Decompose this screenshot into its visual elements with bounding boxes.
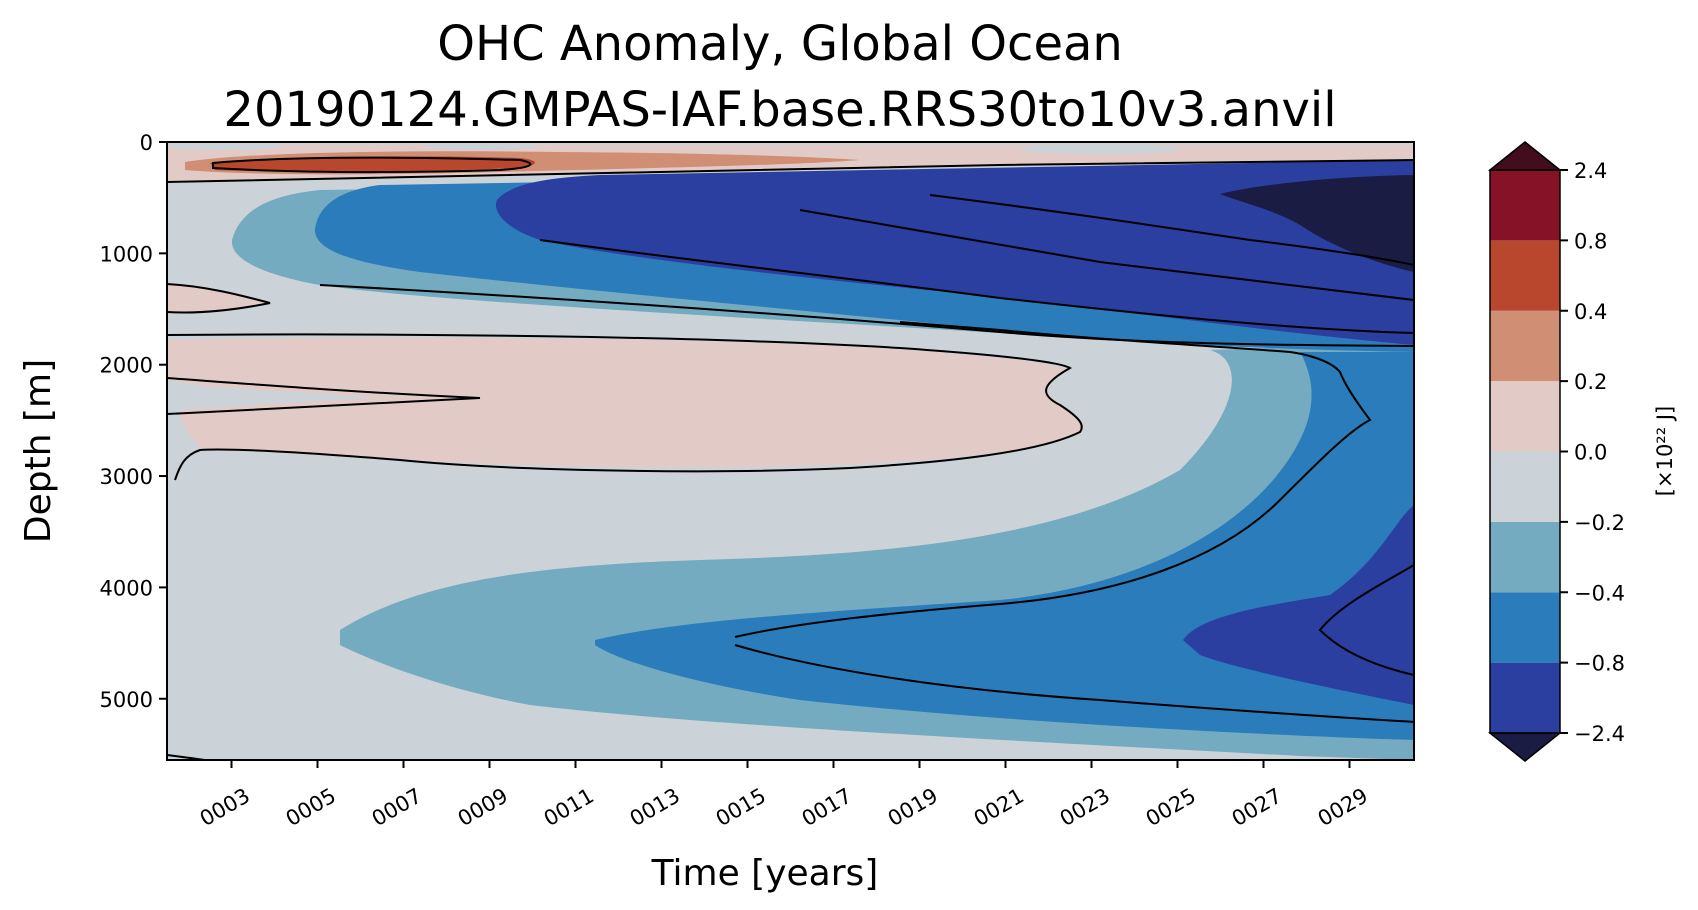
filled-contour-neg2.4-upper bbox=[495, 160, 1414, 345]
colorbar: −2.4 −0.8 −0.4 −0.2 0.0 0.2 0.4 0.8 2.4 bbox=[1487, 141, 1625, 762]
colorbar-tick-label: 0.2 bbox=[1574, 370, 1607, 394]
x-tick-label: 0009 bbox=[454, 784, 512, 832]
y-axis: 0 1000 2000 3000 4000 5000 bbox=[100, 131, 167, 712]
colorbar-tick-label: 0.4 bbox=[1574, 300, 1607, 324]
contour-line-1 bbox=[167, 159, 1414, 183]
colorbar-tick-label: −0.8 bbox=[1574, 652, 1625, 676]
x-tick-label: 0007 bbox=[368, 784, 426, 832]
filled-contour-extend-under bbox=[1220, 175, 1414, 272]
surface-cold-patch-1 bbox=[170, 142, 280, 150]
chart-title: OHC Anomaly, Global Ocean bbox=[437, 16, 1123, 72]
contour-line-10 bbox=[734, 644, 1414, 723]
colorbar-extend-over bbox=[1487, 141, 1563, 171]
contour-field bbox=[167, 142, 1414, 760]
y-tick-label: 1000 bbox=[100, 242, 153, 266]
x-tick-label: 0027 bbox=[1228, 784, 1286, 832]
x-tick-label: 0029 bbox=[1314, 784, 1372, 832]
contour-lines bbox=[167, 156, 1414, 760]
colorbar-segment bbox=[1490, 381, 1560, 452]
y-tick-label: 2000 bbox=[100, 354, 153, 378]
contour-line-2 bbox=[319, 284, 1414, 347]
contour-line-8 bbox=[167, 283, 271, 314]
contour-line-3 bbox=[539, 239, 1414, 334]
surface-cold-patch-3 bbox=[1020, 144, 1180, 154]
x-tick-label: 0025 bbox=[1142, 784, 1200, 832]
x-tick-label: 0015 bbox=[712, 784, 770, 832]
colorbar-tick-label: −0.2 bbox=[1574, 511, 1625, 535]
colorbar-segment bbox=[1490, 310, 1560, 382]
colorbar-segment bbox=[1490, 240, 1560, 311]
colorbar-segment bbox=[1490, 170, 1560, 241]
contour-line-11 bbox=[1318, 564, 1414, 676]
y-tick-label: 0 bbox=[140, 131, 153, 155]
filled-contour-0-to-0.2-left-patch bbox=[167, 283, 270, 313]
colorbar-segment bbox=[1490, 662, 1560, 733]
x-tick-label: 0021 bbox=[970, 784, 1028, 832]
colorbar-segment bbox=[1490, 592, 1560, 663]
x-tick-label: 0013 bbox=[626, 784, 684, 832]
surface-cold-patch-2 bbox=[425, 142, 535, 150]
plot-frame bbox=[166, 141, 1415, 761]
colorbar-tick-label: 0.0 bbox=[1574, 441, 1607, 465]
colorbar-tick-label: 2.4 bbox=[1574, 159, 1607, 183]
x-tick-label: 0011 bbox=[540, 784, 598, 832]
x-tick-label: 0003 bbox=[196, 784, 254, 832]
colorbar-tick-label: 0.8 bbox=[1574, 229, 1607, 253]
colorbar-tick-label: −2.4 bbox=[1574, 722, 1625, 746]
x-tick-label: 0017 bbox=[798, 784, 856, 832]
colorbar-label: [×10²² J] bbox=[1653, 406, 1677, 496]
x-axis-label: Time [years] bbox=[651, 853, 879, 894]
x-tick-label: 0005 bbox=[282, 784, 340, 832]
contour-line-9 bbox=[734, 321, 1372, 638]
colorbar-segment bbox=[1490, 521, 1560, 593]
y-tick-label: 5000 bbox=[100, 688, 153, 712]
contour-line-5 bbox=[929, 194, 1414, 266]
contour-line-4 bbox=[799, 209, 1414, 301]
contour-line-6 bbox=[167, 333, 1083, 481]
filled-contour-0.4-to-0.8-surface bbox=[210, 156, 535, 172]
x-axis: 0003 0005 0007 0009 0011 0013 0015 0017 0019 0021… bbox=[196, 760, 1372, 831]
colorbar-tick-label: −0.4 bbox=[1574, 581, 1625, 605]
contour-line-7 bbox=[167, 377, 481, 415]
y-tick-label: 4000 bbox=[100, 576, 153, 600]
colorbar-segment bbox=[1490, 451, 1560, 522]
y-axis-label: Depth [m] bbox=[18, 359, 59, 543]
x-tick-label: 0023 bbox=[1056, 784, 1114, 832]
chart-subtitle: 20190124.GMPAS-IAF.base.RRS30to10v3.anvi… bbox=[223, 82, 1336, 138]
filled-contour-0-to-0.2-deep bbox=[167, 337, 1081, 468]
x-tick-label: 0019 bbox=[884, 784, 942, 832]
contour-line-12 bbox=[212, 156, 532, 174]
y-tick-label: 3000 bbox=[100, 465, 153, 489]
colorbar-extend-under bbox=[1487, 732, 1563, 762]
